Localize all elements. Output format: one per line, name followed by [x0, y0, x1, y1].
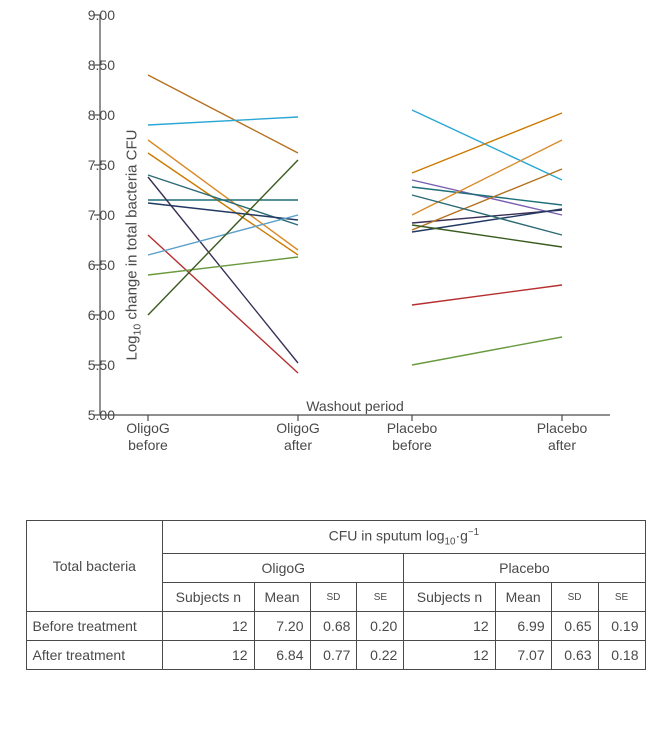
cell: 0.19: [598, 612, 645, 641]
series-line: [412, 187, 562, 205]
cell: 12: [404, 641, 495, 670]
series-line: [148, 140, 298, 250]
subhdr-sd-2: SD: [551, 583, 598, 612]
series-line: [148, 235, 298, 373]
washout-label: Washout period: [295, 398, 415, 414]
y-tick-label: 6.50: [88, 257, 115, 273]
chart-svg: [100, 15, 610, 415]
cell: 6.99: [495, 612, 551, 641]
y-tick-label: 7.00: [88, 207, 115, 223]
cell: 6.84: [254, 641, 310, 670]
subhdr-mean-2: Mean: [495, 583, 551, 612]
subhdr-n-1: Subjects n: [163, 583, 254, 612]
x-tick-label: Placebobefore: [377, 420, 447, 454]
cell: 0.18: [598, 641, 645, 670]
cell: 0.63: [551, 641, 598, 670]
series-line: [148, 160, 298, 315]
plot-region: [100, 15, 610, 415]
cell: 12: [163, 612, 254, 641]
x-tick-label: OligoGbefore: [113, 420, 183, 454]
cell: 0.65: [551, 612, 598, 641]
cell: 0.68: [310, 612, 357, 641]
series-line: [412, 285, 562, 305]
subhdr-se-1: SE: [357, 583, 404, 612]
y-tick-label: 5.00: [88, 407, 115, 423]
row-label: After treatment: [26, 641, 163, 670]
series-line: [148, 177, 298, 363]
cell: 7.20: [254, 612, 310, 641]
series-line: [148, 117, 298, 125]
chart-area: Log10 change in total bacteria CFU 5.005…: [70, 10, 630, 480]
series-line: [412, 113, 562, 173]
group-header-placebo: Placebo: [404, 554, 645, 583]
y-tick-label: 7.50: [88, 157, 115, 173]
cell: 12: [404, 612, 495, 641]
table-header-row-1: Total bacteria CFU in sputum log10·g−1: [26, 521, 645, 554]
series-line: [412, 180, 562, 215]
y-tick-label: 9.00: [88, 7, 115, 23]
cell: 0.77: [310, 641, 357, 670]
cell: 0.22: [357, 641, 404, 670]
y-tick-label: 6.00: [88, 307, 115, 323]
cell: 12: [163, 641, 254, 670]
series-line: [148, 75, 298, 153]
cell: 0.20: [357, 612, 404, 641]
x-tick-label: Placeboafter: [527, 420, 597, 454]
subhdr-se-2: SE: [598, 583, 645, 612]
summary-table: Total bacteria CFU in sputum log10·g−1 O…: [26, 520, 646, 670]
subhdr-mean-1: Mean: [254, 583, 310, 612]
row-label: Before treatment: [26, 612, 163, 641]
series-line: [412, 337, 562, 365]
y-tick-label: 8.00: [88, 107, 115, 123]
x-tick-label: OligoGafter: [263, 420, 333, 454]
y-tick-label: 5.50: [88, 357, 115, 373]
series-line: [148, 215, 298, 255]
spanning-header: CFU in sputum log10·g−1: [163, 521, 645, 554]
group-header-oligog: OligoG: [163, 554, 404, 583]
series-line: [148, 257, 298, 275]
subhdr-n-2: Subjects n: [404, 583, 495, 612]
figure-container: Log10 change in total bacteria CFU 5.005…: [0, 0, 671, 680]
subhdr-sd-1: SD: [310, 583, 357, 612]
corner-header: Total bacteria: [26, 521, 163, 612]
series-line: [412, 110, 562, 180]
y-tick-label: 8.50: [88, 57, 115, 73]
cell: 7.07: [495, 641, 551, 670]
table-row: Before treatment 12 7.20 0.68 0.20 12 6.…: [26, 612, 645, 641]
table-row: After treatment 12 6.84 0.77 0.22 12 7.0…: [26, 641, 645, 670]
